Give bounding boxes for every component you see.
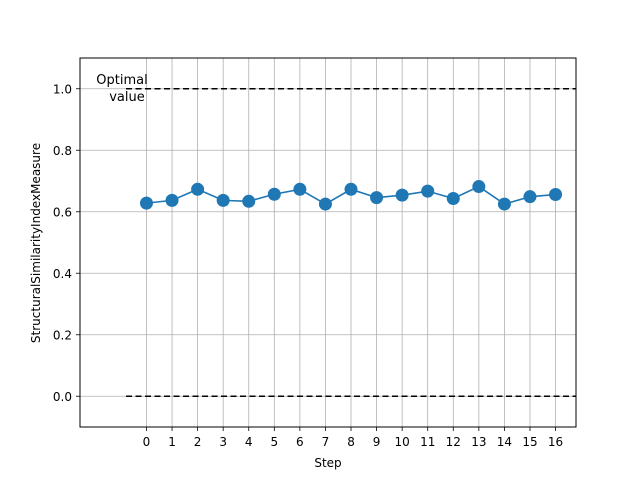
x-tick-label: 5 <box>270 435 278 449</box>
grid <box>80 58 576 427</box>
y-tick-label: 0.0 <box>53 390 72 404</box>
annotation-line-1: Optimal <box>96 73 147 88</box>
x-tick-label: 12 <box>446 435 461 449</box>
x-tick-label: 2 <box>194 435 202 449</box>
x-tick-label: 1 <box>168 435 176 449</box>
x-tick-label: 9 <box>373 435 381 449</box>
data-point <box>497 197 511 211</box>
data-series <box>139 180 563 211</box>
x-tick-label: 14 <box>497 435 512 449</box>
plot-frame <box>79 57 577 428</box>
y-tick-label: 0.8 <box>53 144 72 158</box>
plot-area <box>80 58 576 427</box>
data-point <box>549 188 563 202</box>
y-tick-label: 0.6 <box>53 205 72 219</box>
x-tick-label: 15 <box>522 435 537 449</box>
y-axis-ticks: 0.0 0.2 0.4 0.6 0.8 1.0 <box>53 82 80 404</box>
data-point <box>395 188 409 202</box>
x-tick-label: 16 <box>548 435 563 449</box>
data-point <box>344 182 358 196</box>
data-point <box>267 187 281 201</box>
data-point <box>370 191 384 205</box>
annotation-line-2: value <box>109 90 145 105</box>
data-point <box>216 193 230 207</box>
x-tick-label: 13 <box>471 435 486 449</box>
data-point <box>165 193 179 207</box>
data-point <box>191 182 205 196</box>
x-tick-label: 7 <box>322 435 330 449</box>
y-tick-label: 1.0 <box>53 82 72 96</box>
x-tick-label: 11 <box>420 435 435 449</box>
x-tick-label: 3 <box>219 435 227 449</box>
data-point <box>242 194 256 208</box>
data-point <box>523 190 537 204</box>
data-point <box>421 184 435 198</box>
reference-lines <box>126 87 576 398</box>
x-axis-ticks: 0 1 2 3 4 5 6 7 8 9 10 11 12 13 14 15 16 <box>143 427 563 449</box>
data-point <box>293 182 307 196</box>
y-tick-label: 0.2 <box>53 328 72 342</box>
x-tick-label: 8 <box>347 435 355 449</box>
data-point <box>139 196 153 210</box>
x-axis-label: Step <box>314 456 341 470</box>
x-tick-label: 0 <box>143 435 151 449</box>
data-point <box>446 192 460 206</box>
y-tick-label: 0.4 <box>53 267 72 281</box>
data-point <box>472 180 486 194</box>
x-tick-label: 10 <box>395 435 410 449</box>
x-tick-label: 6 <box>296 435 304 449</box>
data-point <box>318 197 332 211</box>
y-axis-label: StructuralSimilarityIndexMeasure <box>29 143 43 343</box>
x-tick-label: 4 <box>245 435 253 449</box>
